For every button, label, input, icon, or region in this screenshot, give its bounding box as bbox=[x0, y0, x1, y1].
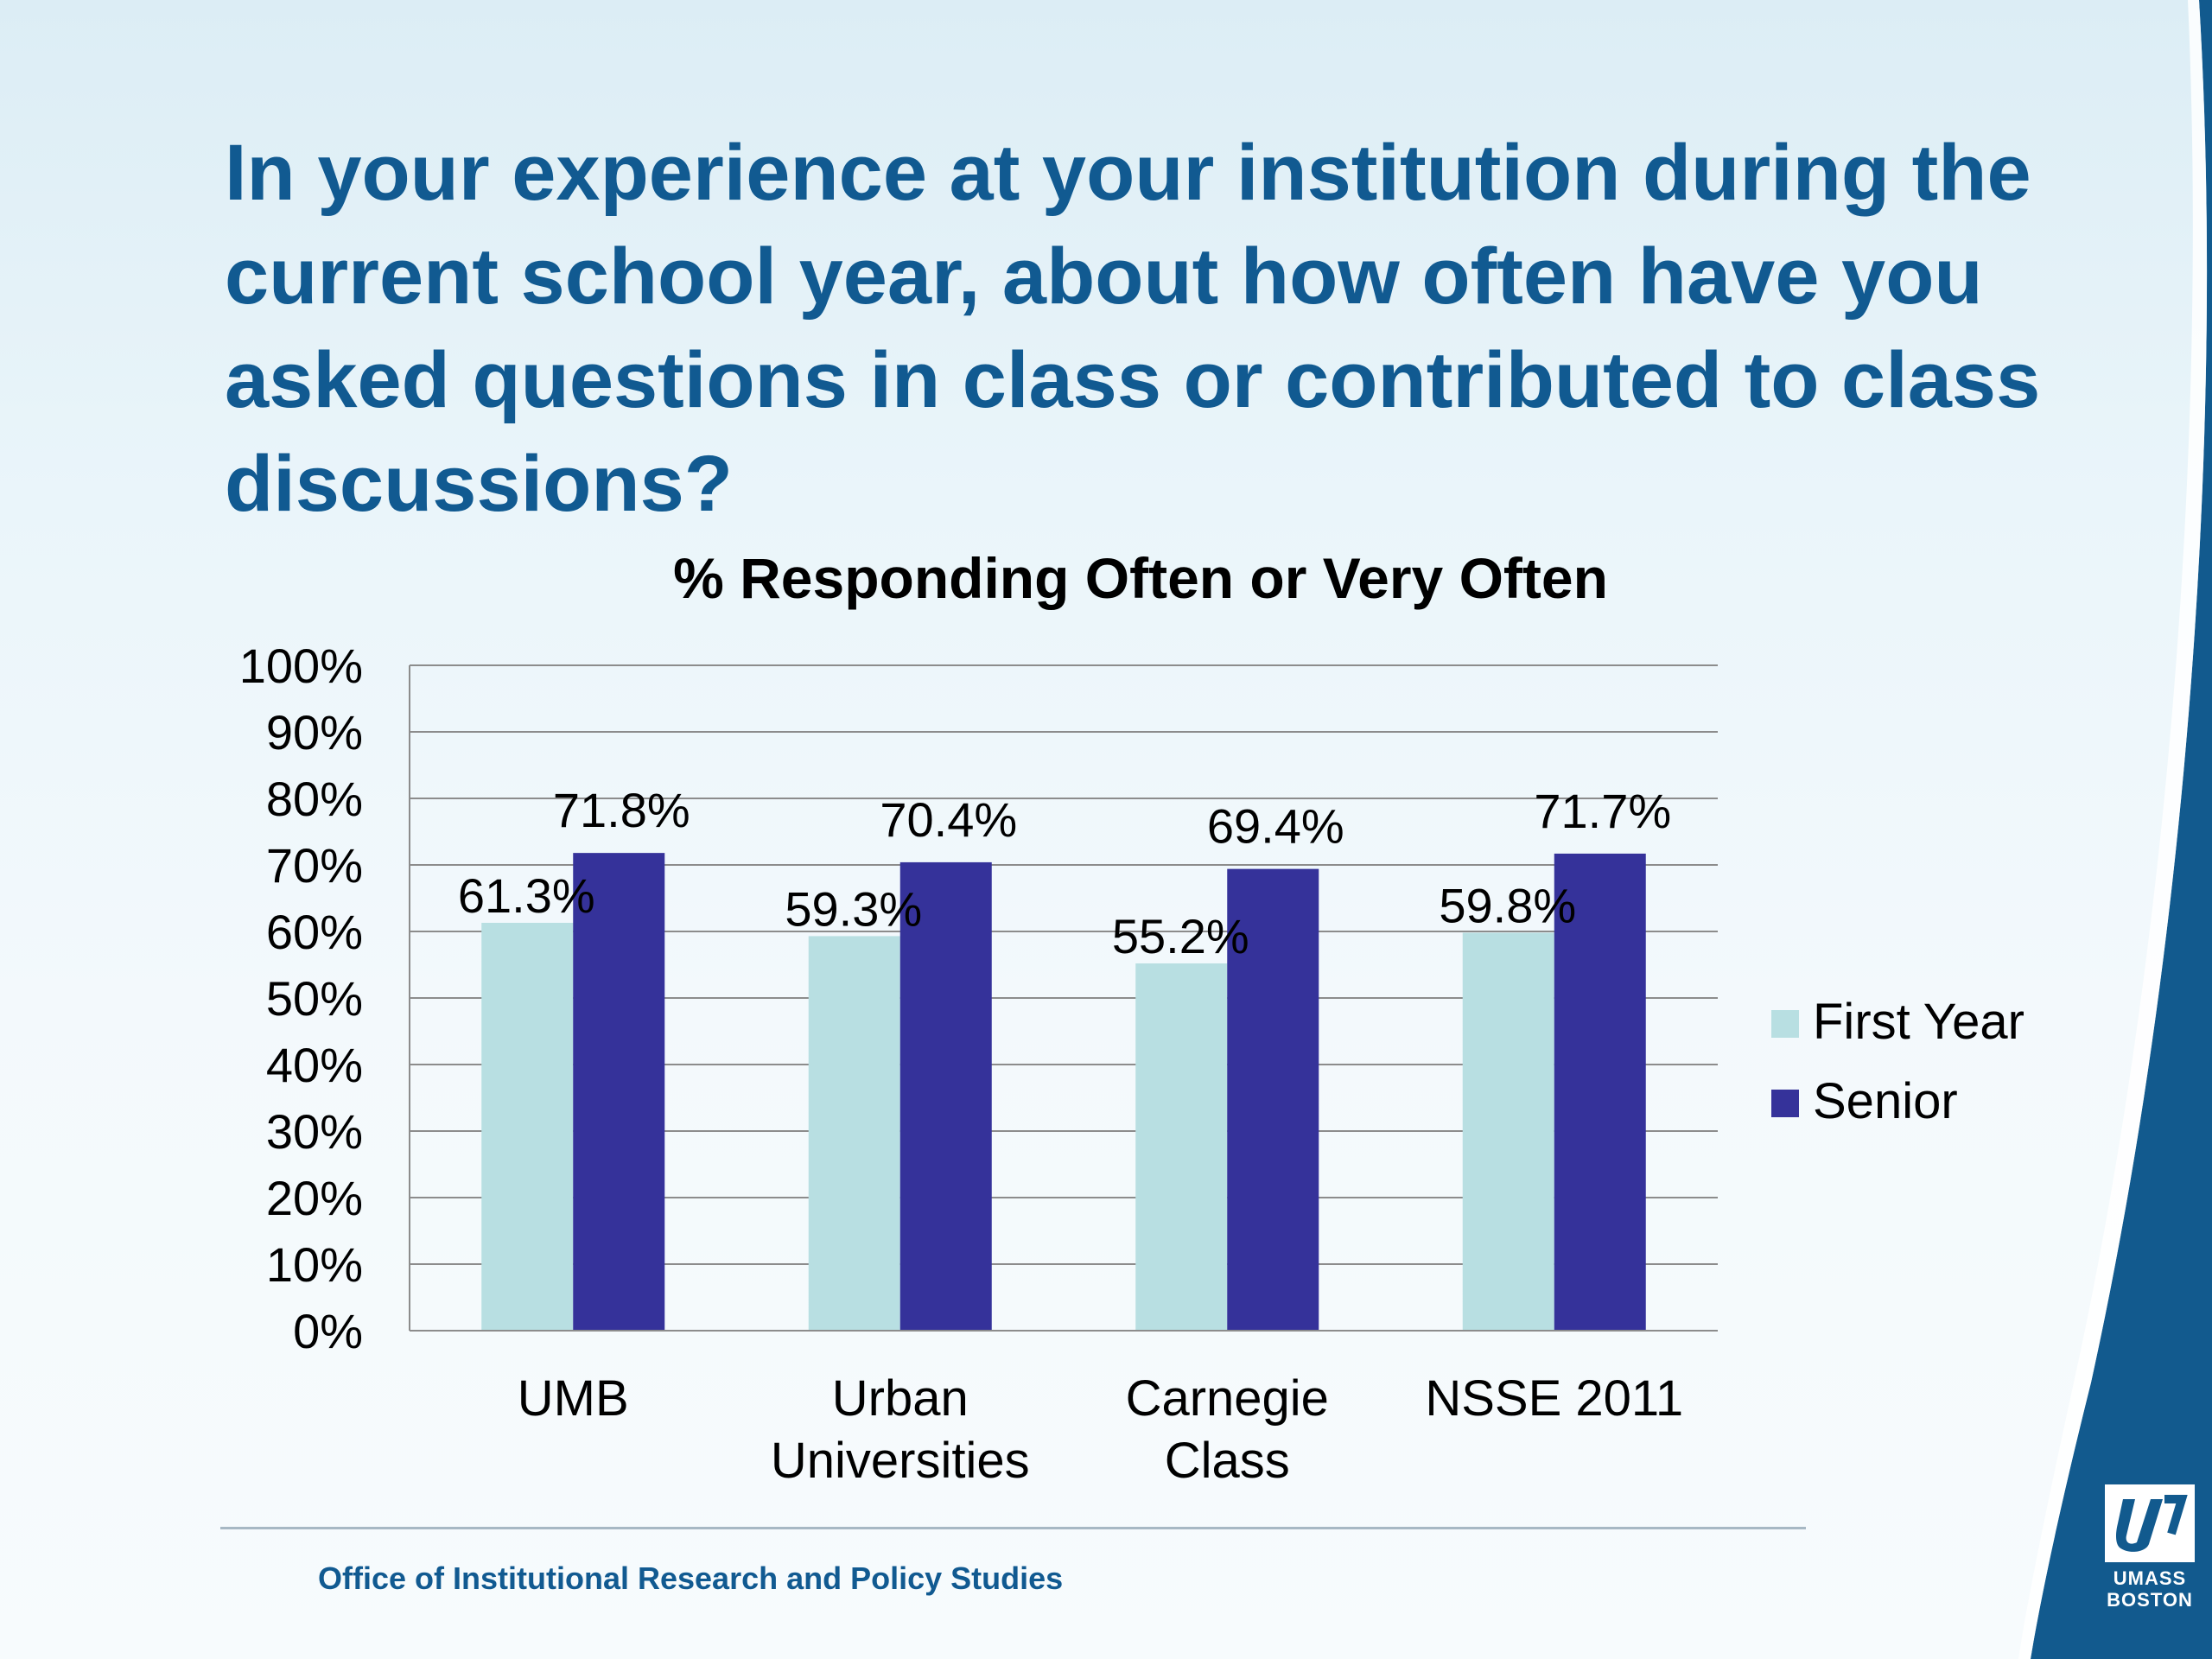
bars bbox=[481, 853, 1646, 1331]
axes: 0% 10% 20% 30% 40% 50% 60% 70% 80% 90% 100% UMB Urba… bbox=[239, 639, 1718, 1489]
data-label: 71.8% bbox=[553, 783, 690, 837]
legend-swatch bbox=[1771, 1090, 1799, 1117]
y-tick-label: 10% bbox=[266, 1237, 363, 1292]
x-tick-label: Class bbox=[1165, 1433, 1290, 1489]
logo-text: UMASS BOSTON bbox=[2107, 1567, 2193, 1611]
umass-u-mark-icon bbox=[2105, 1484, 2195, 1562]
chart-title: % Responding Often or Very Often bbox=[673, 546, 1608, 610]
data-label: 61.3% bbox=[458, 868, 595, 923]
bar-first-year bbox=[1135, 963, 1228, 1331]
y-tick-label: 40% bbox=[266, 1038, 363, 1092]
footer-text: Office of Institutional Research and Pol… bbox=[318, 1560, 1064, 1596]
legend-label: Senior bbox=[1813, 1073, 1958, 1129]
data-labels: 61.3% 71.8% 59.3% 70.4% 55.2% 69.4% 59.8% 71.7% bbox=[458, 783, 1671, 963]
slide-title: In your experience at your institution d… bbox=[225, 129, 2041, 528]
y-tick-label: 100% bbox=[239, 639, 363, 693]
y-tick-label: 30% bbox=[266, 1104, 363, 1159]
x-tick-label: Carnegie bbox=[1126, 1370, 1329, 1427]
bar-first-year bbox=[481, 922, 574, 1331]
y-tick-label: 90% bbox=[266, 705, 363, 760]
bar-senior bbox=[899, 861, 992, 1331]
x-tick-label: NSSE 2011 bbox=[1425, 1370, 1683, 1427]
swoosh-shape bbox=[2031, 0, 2212, 1659]
bar-senior bbox=[1554, 853, 1646, 1331]
data-label: 70.4% bbox=[880, 792, 1017, 847]
y-tick-label: 50% bbox=[266, 971, 363, 1026]
bar-senior bbox=[1227, 868, 1319, 1331]
swoosh-highlight bbox=[2018, 0, 2208, 1659]
x-tick-label: UMB bbox=[518, 1370, 629, 1427]
legend: First Year Senior bbox=[1771, 994, 2024, 1129]
data-label: 59.3% bbox=[785, 881, 922, 936]
bar-first-year bbox=[808, 936, 900, 1331]
y-tick-label: 60% bbox=[266, 905, 363, 959]
x-tick-label: Universities bbox=[771, 1433, 1030, 1489]
legend-label: First Year bbox=[1813, 994, 2024, 1050]
bar-senior bbox=[573, 853, 665, 1331]
data-label: 55.2% bbox=[1112, 909, 1249, 963]
legend-swatch bbox=[1771, 1010, 1799, 1038]
y-tick-label: 80% bbox=[266, 772, 363, 826]
y-tick-label: 20% bbox=[266, 1171, 363, 1225]
data-label: 59.8% bbox=[1439, 879, 1576, 933]
data-label: 71.7% bbox=[1534, 784, 1671, 838]
y-tick-label: 0% bbox=[293, 1304, 363, 1358]
data-label: 69.4% bbox=[1207, 799, 1344, 854]
footer-divider bbox=[220, 1527, 1806, 1529]
umass-boston-logo: UMASS BOSTON bbox=[2101, 1484, 2198, 1614]
bar-first-year bbox=[1462, 932, 1554, 1331]
x-tick-label: Urban bbox=[832, 1370, 969, 1427]
y-tick-label: 70% bbox=[266, 838, 363, 893]
